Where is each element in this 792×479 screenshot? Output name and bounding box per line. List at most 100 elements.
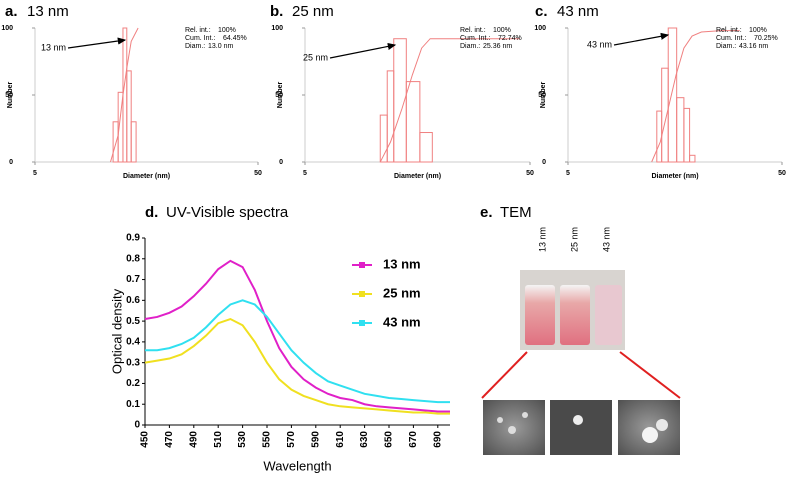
- y-tick-label: 0: [9, 159, 13, 166]
- stat-label: Cum. Int.:: [460, 35, 490, 42]
- tem-image: [550, 400, 612, 455]
- legend-marker: [359, 320, 365, 326]
- y-axis-label: Number: [7, 82, 14, 109]
- x-tick-label: 470: [164, 431, 175, 448]
- x-tick-label: 510: [213, 431, 224, 448]
- x-tick-label: 690: [432, 431, 443, 448]
- bar: [667, 27, 678, 163]
- x-tick-label: 650: [384, 431, 395, 448]
- x-tick-label: 5: [33, 170, 37, 177]
- legend-marker: [359, 291, 365, 297]
- panel-label: a.: [5, 3, 18, 20]
- sample-label: 43 nm: [601, 227, 611, 252]
- bar: [656, 110, 663, 163]
- y-axis-label: Number: [277, 82, 284, 109]
- stat-value: 100%: [749, 27, 767, 34]
- stat-label: Cum. Int.:: [716, 35, 746, 42]
- stat-label: Rel. int.:: [185, 27, 211, 34]
- annotation-arrow: [613, 32, 670, 46]
- particle: [508, 426, 516, 434]
- panel-title: UV-Visible spectra: [166, 204, 289, 221]
- panel-title: 25 nm: [292, 3, 334, 20]
- stat-value: 72.74%: [498, 35, 522, 42]
- bar: [683, 107, 691, 163]
- x-tick-label: 610: [335, 431, 346, 448]
- y-tick-label: 50: [538, 92, 546, 99]
- bar: [126, 70, 132, 163]
- particle: [522, 412, 528, 418]
- stat-label: Rel. int.:: [460, 27, 486, 34]
- x-tick-label: 630: [359, 431, 370, 448]
- connector: [481, 351, 528, 399]
- y-tick-label: 100: [534, 25, 546, 32]
- tem-panel: e. TEM 13 nm 25 nm 43 nm: [480, 204, 681, 455]
- bar: [419, 132, 433, 163]
- bar: [130, 121, 137, 163]
- y-tick-label: 0.8: [126, 253, 140, 264]
- sample-label: 25 nm: [569, 227, 579, 252]
- stat-value: 43.16 nm: [739, 43, 768, 50]
- cumulative-line: [109, 27, 139, 163]
- stat-label: Diam.:: [460, 43, 480, 50]
- series-line: [144, 259, 450, 413]
- y-tick-label: 50: [275, 92, 283, 99]
- x-tick-label: 50: [778, 170, 786, 177]
- connector: [619, 351, 681, 399]
- bar: [676, 97, 685, 163]
- x-axis-label: Diameter (nm): [394, 173, 441, 180]
- y-axis-label: Optical density: [109, 288, 124, 374]
- stat-label: Cum. Int.:: [185, 35, 215, 42]
- y-tick-label: 100: [271, 25, 283, 32]
- annotation-arrow: [67, 37, 127, 49]
- y-tick-label: 0: [134, 420, 140, 431]
- bar: [112, 121, 119, 163]
- stat-label: Diam.:: [716, 43, 736, 50]
- particle: [573, 415, 583, 425]
- x-tick-label: 570: [286, 431, 297, 448]
- y-tick-label: 0.1: [126, 399, 140, 410]
- y-tick-label: 0: [279, 159, 283, 166]
- particle: [656, 419, 668, 431]
- vial: [595, 285, 622, 345]
- bar: [122, 27, 128, 163]
- x-tick-label: 5: [303, 170, 307, 177]
- stat-value: 25.36 nm: [483, 43, 512, 50]
- y-axis-label: Number: [540, 82, 547, 109]
- legend-label: 43 nm: [383, 314, 421, 329]
- panel-label: d.: [145, 204, 158, 221]
- y-tick-label: 50: [5, 92, 13, 99]
- y-tick-label: 0.6: [126, 295, 140, 306]
- x-tick-label: 530: [237, 431, 248, 448]
- stat-value: 100%: [218, 27, 236, 34]
- panel-title: 43 nm: [557, 3, 599, 20]
- annotation: 25 nm: [303, 52, 328, 62]
- bar: [689, 154, 696, 163]
- legend-label: 25 nm: [383, 285, 421, 300]
- panel-label: e.: [480, 204, 493, 221]
- x-axis-label: Wavelength: [263, 458, 331, 473]
- series-line: [145, 299, 450, 404]
- cumulative-line: [379, 38, 520, 163]
- legend-marker: [359, 262, 365, 268]
- panel-title: TEM: [500, 204, 532, 221]
- cumulative-line: [651, 30, 740, 163]
- x-tick-label: 5: [566, 170, 570, 177]
- stat-value: 70.25%: [754, 35, 778, 42]
- bar: [386, 70, 395, 163]
- x-tick-label: 50: [526, 170, 534, 177]
- particle: [497, 417, 503, 423]
- annotation: 13 nm: [41, 42, 66, 52]
- y-tick-label: 0.7: [126, 274, 140, 285]
- bar: [661, 67, 669, 163]
- panel-label: c.: [535, 3, 548, 20]
- x-tick-label: 590: [310, 431, 321, 448]
- x-tick-label: 450: [140, 431, 151, 448]
- x-tick-label: 490: [188, 431, 199, 448]
- vial: [560, 285, 590, 345]
- x-axis-label: Diameter (nm): [123, 173, 170, 180]
- y-tick-label: 0.3: [126, 357, 140, 368]
- stat-value: 64.45%: [223, 35, 247, 42]
- annotation-arrow: [329, 42, 397, 59]
- stat-label: Rel. int.:: [716, 27, 742, 34]
- y-tick-label: 0.5: [126, 316, 140, 327]
